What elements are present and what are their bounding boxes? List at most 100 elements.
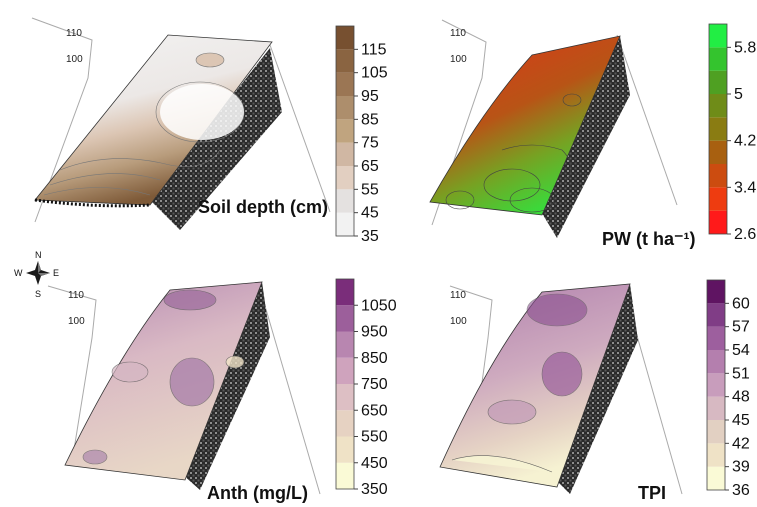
surface-top (64, 281, 263, 481)
colorbar-swatch (709, 187, 727, 211)
panel-title: Soil depth (cm) (198, 197, 328, 217)
colorbar-swatch (336, 166, 354, 190)
colorbar-tick-label: 550 (361, 429, 388, 446)
colorbar-swatch (336, 49, 354, 73)
colorbar-frame (706, 279, 726, 491)
axis-tick-label: 110 (68, 290, 84, 301)
colorbar-tick-label: 36 (732, 482, 750, 499)
colorbar-swatch (709, 117, 727, 141)
surface-side (540, 36, 630, 238)
colorbar-swatch (336, 410, 354, 437)
axis-tick-label: 100 (68, 316, 85, 327)
colorbar-swatch (336, 26, 354, 50)
colorbar-tick-label: 5.8 (734, 39, 756, 56)
colorbar-swatch (707, 280, 725, 304)
colorbar-swatch (336, 189, 354, 213)
colorbar-swatch (707, 350, 725, 374)
colorbar-tick-label: 51 (732, 365, 750, 382)
colorbar-tick-label: 450 (361, 455, 388, 472)
panel-title: TPI (638, 483, 666, 503)
contour-lines (451, 293, 588, 473)
surface-side (554, 284, 638, 494)
compass-s: S (35, 289, 41, 299)
colorbar-swatch (707, 396, 725, 420)
panel-soil-depth: 110 100 Soil depth (cm) 115 105 95 85 75 65 55… (31, 17, 388, 245)
panel-pw: 110 100 PW (t ha⁻¹) 5.8 5 4.2 3.4 2.6 (429, 19, 756, 249)
colorbar-tick-label: 350 (361, 481, 388, 498)
colorbar: 60 57 54 51 48 45 42 39 36 (706, 279, 750, 499)
colorbar-swatch (709, 140, 727, 164)
axis-tick-label: 110 (450, 28, 466, 39)
colorbar-swatch (336, 119, 354, 143)
colorbar-swatch (336, 305, 354, 332)
colorbar-tick-label: 45 (361, 205, 379, 222)
colorbar-tick-label: 60 (732, 295, 750, 312)
surface-top (34, 34, 273, 206)
axis-frame (47, 281, 321, 495)
colorbar-swatch (336, 436, 354, 463)
surface-region (160, 84, 244, 140)
contour-lines (82, 289, 245, 465)
surface-top (429, 35, 621, 216)
colorbar-swatch (336, 72, 354, 96)
colorbar-swatch (709, 24, 727, 48)
colorbar-tick-label: 85 (361, 111, 379, 128)
panel-title: Anth (mg/L) (207, 483, 308, 503)
colorbar-swatch (707, 443, 725, 467)
colorbar-tick-label: 3.4 (734, 179, 756, 196)
colorbar-tick-label: 39 (732, 459, 750, 476)
colorbar-tick-label: 650 (361, 402, 388, 419)
surface-top (439, 283, 631, 488)
colorbar-frame (335, 25, 355, 237)
axis-tick-label: 100 (450, 316, 467, 327)
surface-side (150, 48, 282, 230)
surface-region (195, 52, 225, 68)
colorbar-tick-label: 950 (361, 324, 388, 341)
colorbar-swatch (709, 47, 727, 71)
colorbar-swatch (336, 331, 354, 358)
colorbar-tick-label: 57 (732, 319, 750, 336)
colorbar-tick-label: 48 (732, 389, 750, 406)
colorbar-tick-label: 2.6 (734, 226, 756, 243)
colorbar-swatch (336, 212, 354, 236)
colorbar-swatch (707, 466, 725, 490)
colorbar-tick-label: 5 (734, 86, 743, 103)
axis-tick-label: 100 (450, 54, 467, 65)
colorbar-tick-label: 4.2 (734, 133, 756, 150)
colorbar-swatch (707, 420, 725, 444)
contour-lines (445, 93, 582, 213)
colorbar-tick-label: 45 (732, 412, 750, 429)
axis-tick-label: 100 (66, 54, 83, 65)
colorbar-swatch (336, 384, 354, 411)
colorbar-swatch (336, 462, 354, 489)
colorbar-tick-label: 95 (361, 88, 379, 105)
colorbar-swatch (707, 326, 725, 350)
colorbar-swatch (336, 142, 354, 166)
compass-e: E (53, 268, 59, 278)
colorbar-tick-label: 750 (361, 376, 388, 393)
colorbar: 115 105 95 85 75 65 55 45 35 (335, 25, 388, 245)
compass-n: N (35, 250, 42, 260)
colorbar-swatch (707, 303, 725, 327)
colorbar-frame (708, 23, 728, 235)
colorbar-tick-label: 75 (361, 135, 379, 152)
colorbar-tick-label: 105 (361, 65, 388, 82)
compass-w: W (14, 268, 23, 278)
colorbar-tick-label: 850 (361, 350, 388, 367)
colorbar-swatch (709, 164, 727, 188)
colorbar-swatch (707, 373, 725, 397)
colorbar-swatch (336, 279, 354, 306)
colorbar-swatch (336, 357, 354, 384)
panel-anth: 110 100 Anth (mg/L) 1050 950 850 750 650 550 4… (47, 278, 397, 503)
axis-frame (431, 19, 678, 226)
axis-frame (31, 17, 331, 223)
surface-edge (34, 198, 151, 208)
axis-tick-label: 110 (66, 28, 82, 39)
panel-tpi: 110 100 TPI 60 57 54 51 48 45 42 39 36 (439, 279, 750, 503)
colorbar-tick-label: 35 (361, 228, 379, 245)
colorbar: 5.8 5 4.2 3.4 2.6 (708, 23, 756, 243)
axis-tick-label: 110 (450, 290, 466, 301)
colorbar-tick-label: 42 (732, 435, 750, 452)
colorbar-swatch (709, 70, 727, 94)
